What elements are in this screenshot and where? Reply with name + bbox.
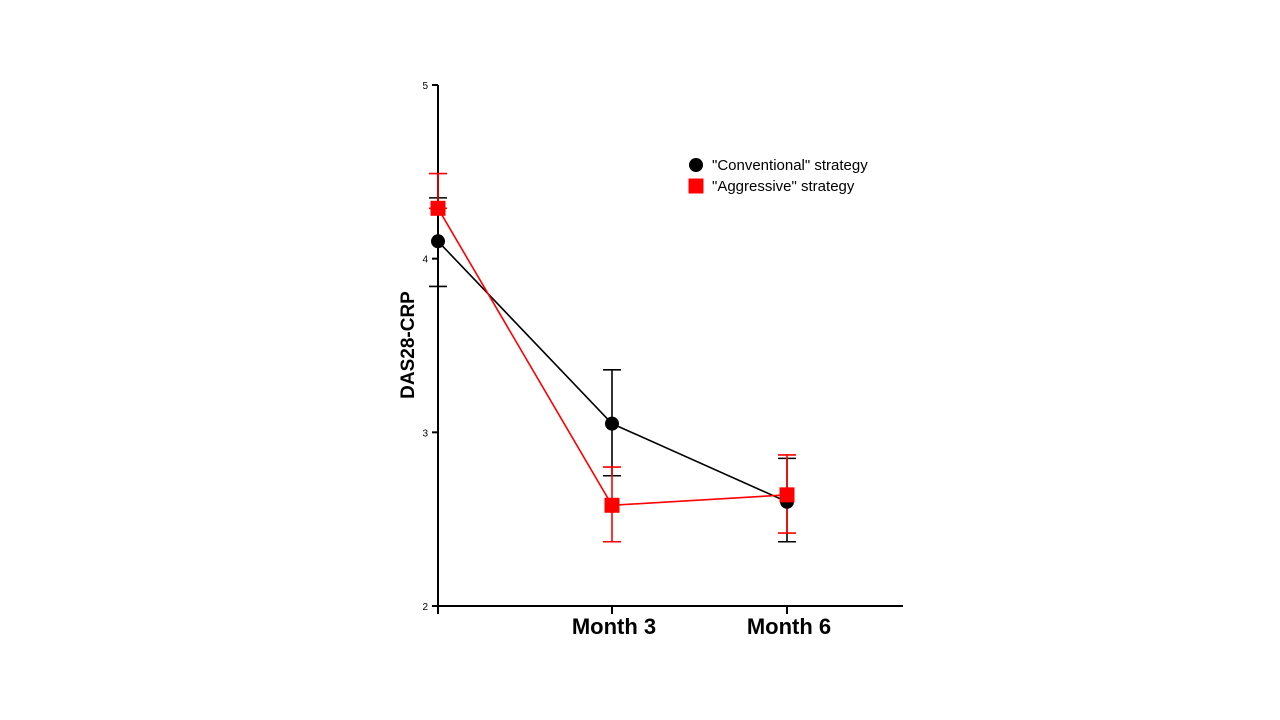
x-tick-label: Month 3 (572, 614, 656, 639)
legend-label: "Aggressive" strategy (712, 178, 855, 195)
legend: "Conventional" strategy "Aggressive" stra… (688, 157, 868, 195)
y-tick-label: 4 (422, 255, 428, 266)
legend-marker-circle (689, 158, 703, 172)
error-bars (429, 172, 796, 543)
x-tick-label: Month 6 (747, 614, 831, 639)
data-point-circle (431, 234, 445, 249)
series-markers (430, 200, 795, 513)
y-tick-label: 2 (422, 602, 428, 613)
y-axis-title: DAS28-CRP (398, 291, 419, 399)
legend-label: "Conventional" strategy (712, 157, 868, 174)
data-point-square (779, 487, 795, 503)
data-point-circle (605, 416, 619, 431)
y-ticks: 2 3 4 5 (422, 81, 438, 613)
legend-marker-square (688, 178, 704, 194)
axes (437, 85, 903, 607)
data-point-square (604, 497, 620, 513)
y-tick-label: 3 (422, 428, 428, 439)
y-tick-label: 5 (422, 81, 428, 92)
data-point-square (430, 200, 446, 216)
x-ticks: Month 3 Month 6 (437, 606, 831, 639)
